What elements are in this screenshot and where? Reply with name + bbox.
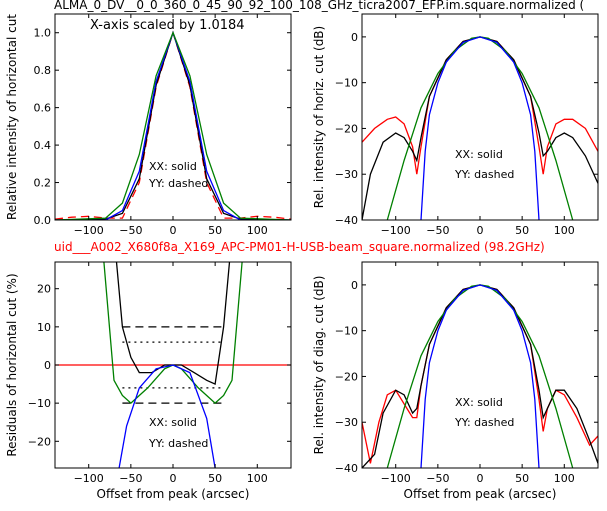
x-tick-label: −50 [119, 224, 142, 237]
line-style-annotation: YY: dashed [454, 168, 514, 181]
x-tick-label: −50 [426, 472, 449, 485]
line-style-annotation: XX: solid [455, 148, 503, 161]
x-axis-label: Offset from peak (arcsec) [404, 487, 557, 501]
y-tick-label: −30 [335, 168, 358, 181]
y-tick-label: −10 [28, 397, 51, 410]
y-tick-label: −40 [335, 214, 358, 227]
x-tick-label: −100 [381, 472, 411, 485]
line-style-annotation: YY: dashed [148, 177, 208, 190]
series-line-red-dashed [55, 30, 291, 220]
x-tick-label: −50 [119, 472, 142, 485]
y-tick-label: 1.0 [34, 27, 52, 40]
series-line-black-solid [55, 30, 291, 220]
line-style-annotation: YY: dashed [148, 437, 208, 450]
x-tick-label: −100 [381, 224, 411, 237]
x-tick-label: 100 [247, 224, 268, 237]
x-tick-label: 100 [554, 472, 575, 485]
series-line-green-solid [386, 284, 574, 468]
x-tick-label: 0 [477, 472, 484, 485]
x-tick-label: 50 [515, 472, 529, 485]
x-tick-label: 50 [208, 224, 222, 237]
scale-annotation: X-axis scaled by 1.0184 [90, 18, 245, 33]
series-line-black-solid [362, 284, 598, 468]
y-tick-label: 20 [37, 283, 51, 296]
plot-frame [361, 13, 599, 221]
x-tick-label: 50 [208, 472, 222, 485]
series-line-black-solid [115, 262, 231, 386]
x-tick-label: −100 [74, 224, 104, 237]
series-line-blue-solid [118, 364, 216, 468]
line-style-annotation: XX: solid [455, 396, 503, 409]
y-tick-label: 0.2 [34, 177, 52, 190]
y-tick-label: −20 [335, 122, 358, 135]
x-tick-label: 100 [554, 224, 575, 237]
x-tick-label: 50 [515, 224, 529, 237]
y-tick-label: 0.6 [34, 102, 52, 115]
series-line-blue-solid [420, 36, 540, 220]
y-tick-label: −20 [28, 435, 51, 448]
series-line-green-solid [386, 36, 574, 220]
series-line-blue-solid [55, 30, 291, 220]
series-line-red-solid [362, 284, 598, 464]
series-line-black-solid [362, 36, 598, 220]
line-style-annotation: YY: dashed [454, 416, 514, 429]
y-tick-label: −10 [335, 77, 358, 90]
x-tick-label: −100 [74, 472, 104, 485]
x-tick-label: 100 [247, 472, 268, 485]
figure-title: ALMA_0_DV__0_0_360_0_45_90_92_100_108_GH… [54, 0, 584, 12]
y-tick-label: −10 [335, 325, 358, 338]
x-tick-label: 0 [477, 224, 484, 237]
y-tick-label: 0.8 [34, 64, 52, 77]
line-style-annotation: XX: solid [149, 160, 197, 173]
series-line-blue-solid [420, 284, 540, 468]
chart-panel-top-left: −100 −50 0 50 100 0.0 0.2 0.4 0.6 0.8 1.0 Relative … [5, 13, 292, 237]
y-tick-label: 0.4 [34, 139, 52, 152]
figure-subtitle: uid___A002_X680f8a_X169_APC-PM01-H-USB-b… [54, 240, 545, 254]
x-tick-label: 0 [170, 472, 177, 485]
y-tick-label: −40 [335, 462, 358, 475]
y-tick-label: 0 [351, 31, 358, 44]
x-tick-label: −50 [426, 224, 449, 237]
series-line-green-solid [55, 30, 291, 220]
y-tick-label: 0 [44, 359, 51, 372]
y-axis-label: Rel. intensity of horiz. cut (dB) [312, 26, 326, 208]
y-tick-label: 0 [351, 279, 358, 292]
x-axis-label: Offset from peak (arcsec) [97, 487, 250, 501]
y-tick-label: −30 [335, 416, 358, 429]
line-style-annotation: XX: solid [149, 416, 197, 429]
y-tick-label: −20 [335, 370, 358, 383]
y-axis-label: Rel. intensity of diag. cut (dB) [312, 276, 326, 455]
y-axis-label: Residuals of horizontal cut (%) [5, 273, 19, 456]
plot-frame [361, 261, 599, 469]
x-tick-label: 0 [170, 224, 177, 237]
y-tick-label: 0.0 [34, 214, 52, 227]
y-tick-label: 10 [37, 321, 51, 334]
y-axis-label: Relative intensity of horizontal cut [5, 14, 19, 220]
